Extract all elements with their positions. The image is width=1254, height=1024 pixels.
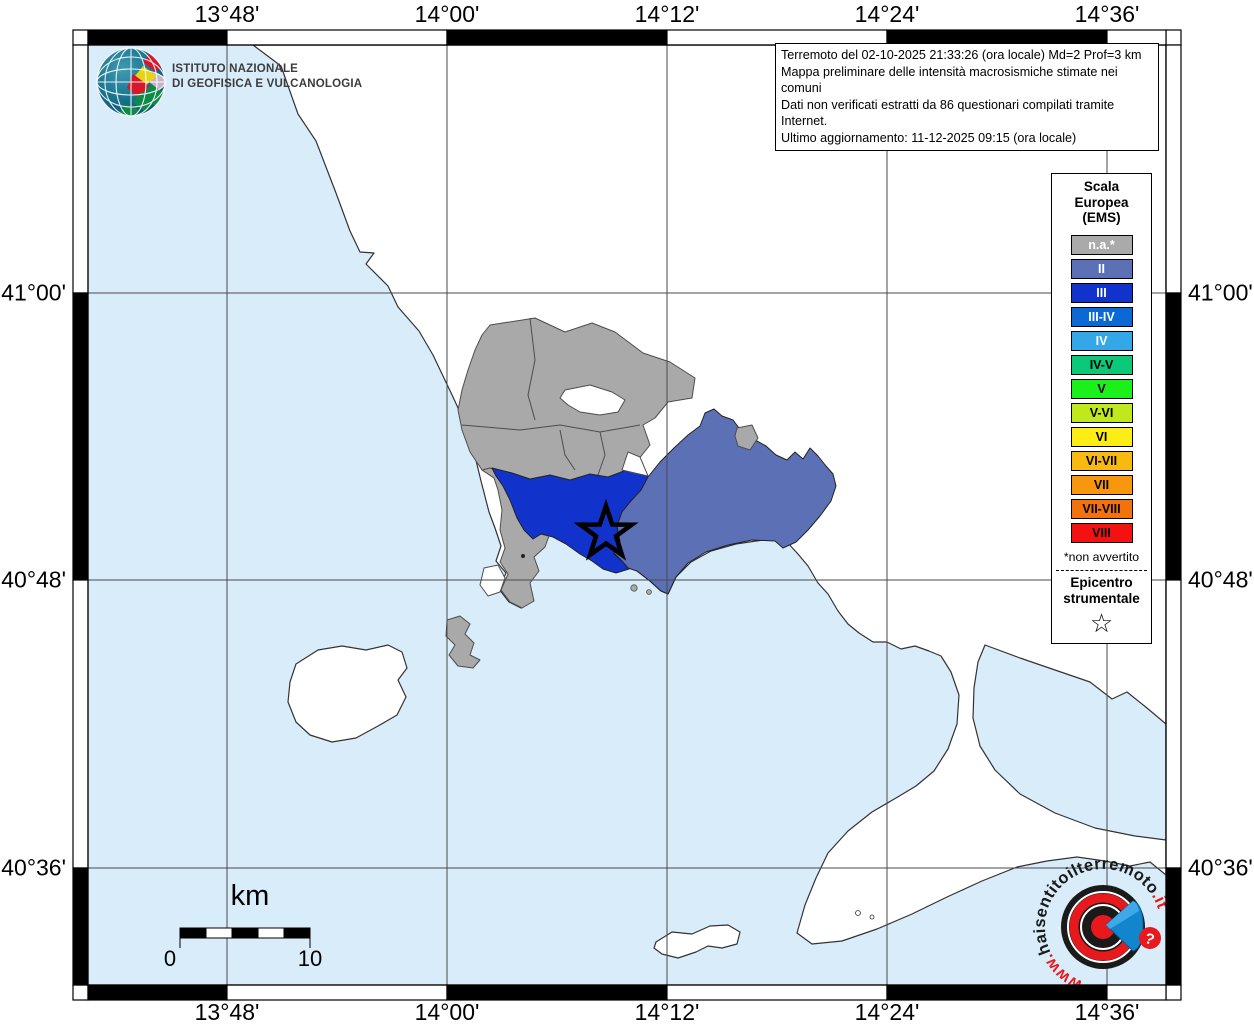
islet-li-galli-1 bbox=[855, 910, 861, 916]
earthquake-info-box: Terremoto del 02-10-2025 21:33:26 (ora l… bbox=[775, 43, 1159, 151]
legend-swatch-vi-vii: VI-VII bbox=[1070, 450, 1133, 471]
island-ischia bbox=[287, 644, 408, 743]
info-line-map-type: Mappa preliminare delle intensità macros… bbox=[781, 64, 1118, 96]
island-capri bbox=[653, 924, 741, 959]
ingv-globe-icon bbox=[96, 47, 166, 117]
ingv-line-2: DI GEOFISICA E VULCANOLOGIA bbox=[172, 78, 363, 90]
scale-unit-label: km bbox=[230, 880, 270, 912]
legend-swatch-na: n.a.* bbox=[1070, 234, 1133, 255]
legend-swatch-vii-viii: VII-VIII bbox=[1070, 498, 1133, 519]
graticule bbox=[88, 45, 1166, 985]
axis-tick-top-2: 14°00' bbox=[414, 1, 480, 27]
legend-title: Scala Europea (EMS) bbox=[1074, 179, 1129, 225]
axis-tick-bottom-1: 13°48' bbox=[194, 999, 260, 1024]
legend-swatch-iv: IV bbox=[1070, 330, 1133, 351]
axis-tick-top-5: 14°36' bbox=[1074, 1, 1140, 27]
legend-separator bbox=[1056, 569, 1147, 571]
axis-tick-left-1: 41°00' bbox=[1, 279, 66, 306]
legend-swatch-viii: VIII bbox=[1070, 522, 1133, 543]
ingv-wordmark: ISTITUTO NAZIONALE DI GEOFISICA E VULCAN… bbox=[172, 62, 362, 92]
legend-swatch-iv-v: IV-V bbox=[1070, 354, 1133, 375]
scale-end-label: 10 bbox=[297, 946, 323, 971]
axis-tick-top-1: 13°48' bbox=[194, 1, 260, 27]
legend-star-icon: ☆ bbox=[1089, 607, 1114, 638]
map-frame bbox=[72, 29, 1182, 1001]
info-line-data-source: Dati non verificati estratti da 86 quest… bbox=[781, 97, 1115, 129]
axis-tick-left-2: 40°48' bbox=[1, 566, 66, 593]
islet-dot bbox=[521, 554, 525, 558]
legend-swatch-iii: III bbox=[1070, 282, 1133, 303]
scale-start-label: 0 bbox=[163, 946, 177, 971]
legend-items: n.a.* II III III-IV IV IV-V V V-VI VI VI… bbox=[1052, 234, 1151, 543]
info-line-updated: Ultimo aggiornamento: 11-12-2025 09:15 (… bbox=[781, 130, 1077, 145]
info-line-event: Terremoto del 02-10-2025 21:33:26 (ora l… bbox=[781, 48, 1142, 62]
axis-tick-right-1: 41°00' bbox=[1188, 279, 1253, 306]
scale-bar bbox=[179, 927, 311, 948]
epicenter-star-icon bbox=[573, 498, 639, 561]
islet-li-galli-2 bbox=[869, 914, 875, 920]
islet-nisida bbox=[630, 584, 638, 592]
legend-swatch-v-vi: V-VI bbox=[1070, 402, 1133, 423]
legend-swatch-vi: VI bbox=[1070, 426, 1133, 447]
intensity-legend: Scala Europea (EMS) n.a.* II III III-IV … bbox=[1051, 173, 1152, 644]
region-intensity-ii bbox=[613, 408, 837, 595]
enclave-na-east bbox=[734, 424, 759, 451]
legend-swatch-ii: II bbox=[1070, 258, 1133, 279]
axis-tick-bottom-2: 14°00' bbox=[414, 999, 480, 1024]
legend-footnote: *non avvertito bbox=[1063, 549, 1140, 564]
islet-gaiola bbox=[646, 589, 652, 595]
axis-tick-bottom-3: 14°12' bbox=[634, 999, 700, 1024]
axis-tick-bottom-5: 14°36' bbox=[1074, 999, 1140, 1024]
axis-tick-bottom-4: 14°24' bbox=[854, 999, 920, 1024]
axis-tick-left-3: 40°36' bbox=[1, 854, 66, 881]
legend-swatch-v: V bbox=[1070, 378, 1133, 399]
gulf-of-salerno bbox=[972, 644, 1167, 841]
ingv-logo: ISTITUTO NAZIONALE DI GEOFISICA E VULCAN… bbox=[95, 44, 415, 120]
ingv-line-1: ISTITUTO NAZIONALE bbox=[172, 63, 299, 75]
municipality-borders bbox=[461, 317, 641, 476]
island-procida bbox=[445, 615, 481, 669]
scale-bar-labels: km 0 10 bbox=[150, 880, 350, 980]
axis-tick-top-4: 14°24' bbox=[854, 1, 920, 27]
axis-tick-top-3: 14°12' bbox=[634, 1, 700, 27]
axis-tick-right-3: 40°36' bbox=[1188, 854, 1253, 881]
question-badge bbox=[1139, 927, 1161, 949]
enclave-no-data-east bbox=[621, 451, 649, 477]
legend-swatch-iii-iv: III-IV bbox=[1070, 306, 1133, 327]
axis-tick-right-2: 40°48' bbox=[1188, 566, 1253, 593]
legend-epicenter-label: Epicentro strumentale bbox=[1063, 574, 1140, 606]
legend-swatch-vii: VII bbox=[1070, 474, 1133, 495]
enclave-no-data-north bbox=[559, 384, 626, 416]
